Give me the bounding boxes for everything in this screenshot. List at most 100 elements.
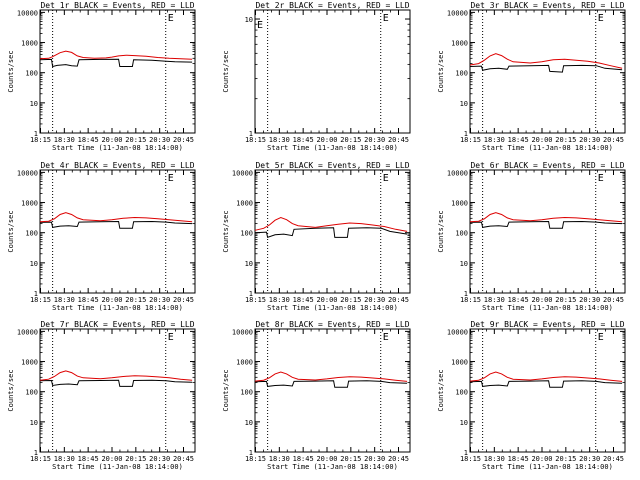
plot-frame (39, 169, 196, 294)
x-axis-label: Start Time (11-Jan-08 18:14:00) (267, 144, 398, 152)
x-tick-label: 20:15 (555, 455, 576, 463)
panel-5: Det 5r BLACK = Events, RED = LLD 1 10 100 10… (222, 161, 411, 312)
panel-8: Det 8r BLACK = Events, RED = LLD 1 10 100 10… (222, 320, 411, 471)
event-marker-label: E (598, 332, 604, 343)
x-tick-label: 18:45 (78, 296, 99, 304)
event-marker-label: E (383, 13, 389, 24)
event-marker-label: E (383, 332, 389, 343)
x-tick-label: 20:45 (173, 296, 194, 304)
x-axis-label: Start Time (11-Jan-08 18:14:00) (267, 463, 398, 471)
x-tick-label: 18:15 (245, 136, 266, 144)
x-axis-label: Start Time (11-Jan-08 18:14:00) (482, 304, 613, 312)
y-tick-label: 10 (30, 419, 38, 427)
events-series-line (39, 220, 193, 229)
x-tick-label: 18:15 (460, 296, 481, 304)
x-axis: 18:15 18:30 18:45 20:00 20:15 20:30 20:45 (30, 10, 194, 144)
plot-frame (469, 169, 626, 294)
y-axis: 1 10 100 1000 10000 (17, 328, 195, 457)
panel-title: Det 3r BLACK = Events, RED = LLD (470, 1, 624, 10)
event-marker-label: E (168, 173, 174, 184)
y-axis-label: Counts/sec (222, 369, 230, 411)
event-marker-label: E (168, 13, 174, 24)
events-series-line (469, 380, 623, 388)
x-tick-label: 20:00 (101, 296, 122, 304)
y-axis: 1 10 100 1000 10000 (232, 328, 410, 457)
y-tick-label: 1 (34, 290, 38, 298)
x-tick-label: 18:30 (54, 136, 75, 144)
x-tick-label: 20:30 (149, 296, 170, 304)
y-tick-label: 1000 (451, 40, 468, 48)
events-series-line (39, 379, 193, 387)
x-tick-label: 20:00 (101, 455, 122, 463)
y-axis: 1 10 (245, 16, 410, 138)
y-tick-label: 1 (249, 290, 253, 298)
x-axis-label: Start Time (11-Jan-08 18:14:00) (52, 463, 183, 471)
x-tick-label: 20:45 (388, 455, 409, 463)
x-tick-label: 20:30 (149, 136, 170, 144)
y-tick-label: 10 (460, 419, 468, 427)
y-tick-label: 1000 (21, 359, 38, 367)
y-tick-label: 1 (249, 449, 253, 457)
panel-title: Det 1r BLACK = Events, RED = LLD (40, 1, 194, 10)
x-axis-label: Start Time (11-Jan-08 18:14:00) (52, 304, 183, 312)
panel-3: Det 3r BLACK = Events, RED = LLD 1 10 100 10… (437, 1, 626, 152)
panel-title: Det 4r BLACK = Events, RED = LLD (40, 161, 194, 170)
panel-1: Det 1r BLACK = Events, RED = LLD 1 10 100 10… (7, 1, 196, 152)
x-tick-label: 20:30 (149, 455, 170, 463)
y-tick-label: 1000 (236, 359, 253, 367)
x-tick-label: 20:00 (531, 296, 552, 304)
y-tick-label: 10000 (447, 9, 468, 17)
panel-title: Det 9r BLACK = Events, RED = LLD (470, 320, 624, 329)
x-tick-label: 18:45 (78, 455, 99, 463)
y-tick-label: 10000 (17, 328, 38, 336)
y-tick-label: 100 (25, 230, 38, 238)
x-tick-label: 20:30 (364, 296, 385, 304)
y-tick-label: 100 (455, 389, 468, 397)
lld-series-line (39, 212, 193, 223)
event-marker-label: E (257, 20, 263, 31)
x-tick-label: 20:15 (555, 296, 576, 304)
y-tick-label: 1000 (21, 200, 38, 208)
lld-series-line (39, 50, 193, 60)
y-tick-label: 10 (460, 100, 468, 108)
y-tick-label: 10000 (447, 169, 468, 177)
x-axis-label: Start Time (11-Jan-08 18:14:00) (482, 463, 613, 471)
plot-frame (254, 328, 411, 453)
x-tick-label: 18:30 (269, 296, 290, 304)
x-tick-label: 18:30 (54, 296, 75, 304)
x-axis: 18:15 18:30 18:45 20:00 20:15 20:30 20:45 (245, 10, 409, 144)
lld-series-line (254, 371, 408, 382)
y-tick-label: 10 (30, 100, 38, 108)
x-tick-label: 20:45 (388, 296, 409, 304)
y-tick-label: 10 (245, 419, 253, 427)
x-tick-label: 20:45 (173, 136, 194, 144)
y-tick-label: 1 (464, 130, 468, 138)
x-tick-label: 18:30 (54, 455, 75, 463)
y-axis: 1 10 100 1000 10000 (232, 169, 410, 298)
x-tick-label: 20:15 (125, 136, 146, 144)
y-axis: 1 10 100 1000 10000 (17, 169, 195, 298)
panel-9: Det 9r BLACK = Events, RED = LLD 1 10 100 10… (437, 320, 626, 471)
y-tick-label: 10000 (447, 328, 468, 336)
panel-title: Det 6r BLACK = Events, RED = LLD (470, 161, 624, 170)
y-tick-label: 100 (25, 389, 38, 397)
lld-series-line (39, 370, 193, 381)
x-axis-label: Start Time (11-Jan-08 18:14:00) (482, 144, 613, 152)
panel-title: Det 2r BLACK = Events, RED = LLD (255, 1, 409, 10)
x-tick-label: 18:45 (293, 455, 314, 463)
event-marker-label: E (383, 173, 389, 184)
event-marker-label: E (598, 13, 604, 24)
x-axis: 18:15 18:30 18:45 20:00 20:15 20:30 20:45 (460, 170, 624, 304)
x-axis: 18:15 18:30 18:45 20:00 20:15 20:30 20:45 (460, 329, 624, 463)
x-axis: 18:15 18:30 18:45 20:00 20:15 20:30 20:45 (30, 170, 194, 304)
x-tick-label: 18:30 (484, 455, 505, 463)
x-tick-label: 18:30 (484, 296, 505, 304)
x-tick-label: 20:30 (579, 296, 600, 304)
x-tick-label: 20:30 (364, 455, 385, 463)
x-tick-label: 18:15 (460, 455, 481, 463)
x-tick-label: 18:15 (30, 296, 51, 304)
y-tick-label: 100 (25, 70, 38, 78)
plot-frame (469, 9, 626, 134)
x-tick-label: 20:00 (531, 455, 552, 463)
y-tick-label: 1000 (451, 200, 468, 208)
